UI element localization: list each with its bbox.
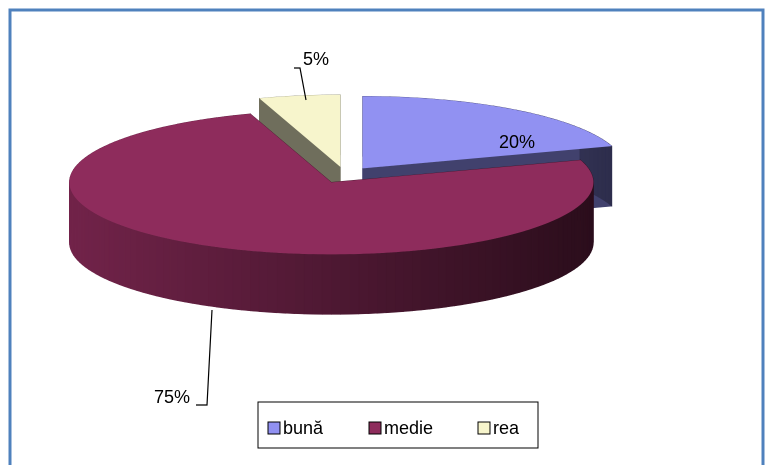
slice-wall [570, 208, 575, 273]
slice-wall [192, 243, 201, 306]
slice-wall [95, 213, 101, 277]
slice-wall [519, 230, 527, 293]
slice-wall [548, 220, 554, 284]
slice-wall [312, 253, 323, 315]
leader-line [294, 67, 307, 101]
legend-swatch [267, 421, 281, 435]
slice-wall [557, 215, 564, 279]
slice-top [362, 96, 612, 169]
slice-wall [608, 143, 613, 207]
slice-wall [574, 206, 578, 270]
slice-wall [376, 252, 387, 314]
slice-wall [531, 226, 539, 290]
data-label: 75% [154, 387, 190, 407]
slice-wall [513, 231, 521, 295]
slice-top [69, 113, 594, 255]
slice-wall [267, 251, 278, 314]
slice-top [259, 94, 341, 167]
slice-wall [477, 240, 486, 303]
slice-wall [108, 220, 115, 284]
slice-wall [155, 235, 164, 298]
slice-wall [136, 230, 144, 293]
slice-wall [250, 250, 260, 312]
slice-wall [454, 244, 463, 307]
slice-wall [394, 251, 404, 313]
slice-wall [543, 222, 549, 286]
slice-wall [130, 228, 137, 291]
slice-wall [258, 251, 269, 313]
slice-wall [276, 252, 287, 314]
slice-wall [285, 252, 296, 314]
slice-wall [162, 237, 171, 300]
slice-wall [104, 217, 110, 281]
slice-wall [124, 226, 131, 290]
legend-swatch [477, 421, 491, 435]
slice-wall [506, 233, 514, 297]
slice-wall [177, 240, 186, 303]
slice-wall [84, 206, 89, 270]
data-label: 20% [499, 132, 535, 152]
slice-wall [224, 247, 234, 310]
slice-wall [358, 253, 369, 315]
slice-wall [321, 254, 332, 315]
slice-wall [74, 196, 78, 261]
legend-label: medie [384, 418, 433, 438]
slice-wall [303, 253, 314, 315]
legend-label: rea [493, 418, 520, 438]
slice-wall [605, 140, 610, 205]
slice-wall [367, 252, 378, 314]
slice-wall [469, 241, 479, 304]
slice-wall [79, 201, 83, 266]
leader-line [196, 309, 213, 406]
slice-wall [537, 224, 544, 288]
slice-wall [216, 246, 226, 309]
slice-wall [149, 233, 157, 297]
slice-wall [294, 253, 305, 315]
slice-wall [553, 217, 559, 281]
slice-wall [485, 238, 493, 301]
slice-wall [462, 243, 471, 306]
slice-wall [241, 249, 251, 312]
slice-wall [76, 199, 80, 263]
slice-wall [445, 245, 455, 308]
slice-wall [566, 211, 572, 275]
slice-wall [232, 248, 243, 311]
slice-wall [585, 196, 588, 261]
slice-wall [340, 253, 350, 315]
slice-wall [601, 138, 606, 202]
slice-wall [184, 241, 193, 304]
slice-wall [492, 237, 501, 300]
slice-wall [580, 201, 584, 266]
slice-wall [403, 250, 413, 312]
slice-wall [208, 245, 217, 308]
slice-wall [99, 215, 105, 279]
slice-wall [412, 249, 422, 312]
slice-wall [499, 235, 507, 298]
data-label: 5% [303, 49, 329, 69]
slice-wall [200, 244, 209, 307]
slice-wall [88, 208, 93, 273]
slice-wall [169, 238, 178, 301]
slice-wall [420, 248, 430, 311]
slice-wall [349, 253, 360, 315]
slice-wall [81, 203, 86, 268]
slice-wall [525, 228, 533, 291]
slice-wall [91, 211, 97, 275]
slice-wall [582, 199, 586, 263]
slice-wall [119, 224, 126, 288]
slice-wall [577, 203, 581, 268]
slice-wall [331, 254, 341, 315]
slice-wall [385, 251, 396, 314]
slice-wall [437, 246, 447, 309]
slice-wall [429, 247, 439, 310]
legend-box [257, 401, 539, 449]
slice-wall [142, 231, 150, 295]
legend-label: bună [283, 418, 324, 438]
legend-swatch [368, 421, 382, 435]
slice-wall [562, 213, 568, 277]
slice-wall [113, 222, 120, 286]
